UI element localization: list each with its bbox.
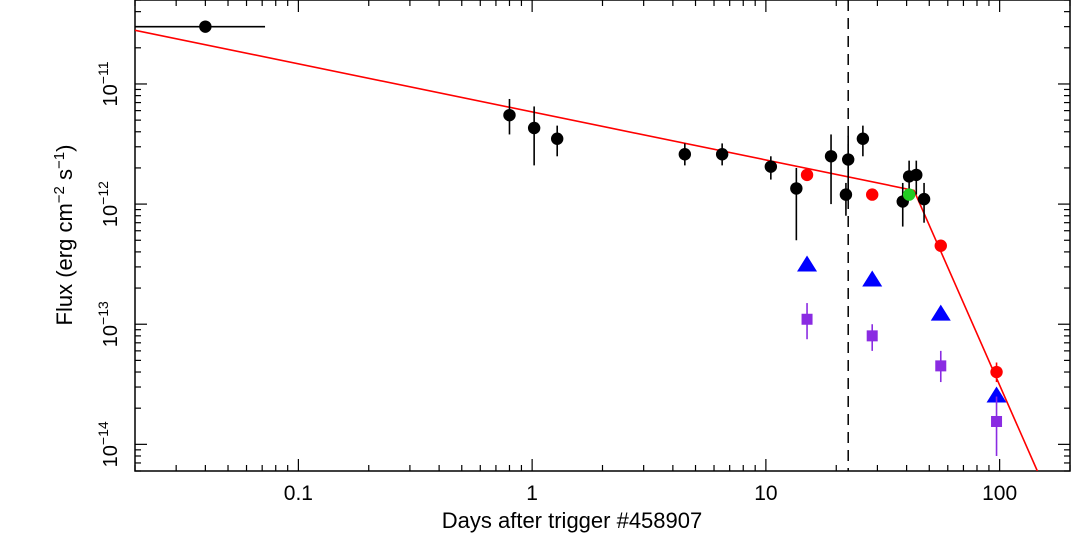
data-point bbox=[866, 188, 879, 201]
data-point bbox=[934, 239, 947, 252]
model-fit-line bbox=[135, 29, 1039, 471]
data-point bbox=[991, 415, 1003, 427]
data-point bbox=[986, 386, 1007, 403]
data-point bbox=[764, 160, 778, 173]
data-point bbox=[935, 360, 947, 372]
y-tick-label: 10−13 bbox=[95, 301, 122, 347]
x-tick-label: 1 bbox=[526, 482, 538, 505]
data-point bbox=[527, 121, 541, 135]
data-point bbox=[790, 182, 803, 195]
data-point bbox=[930, 304, 951, 321]
data-point bbox=[917, 192, 931, 206]
y-tick-label: 10−12 bbox=[95, 181, 122, 227]
data-point bbox=[678, 148, 692, 161]
data-point bbox=[715, 148, 729, 161]
x-axis-label: Days after trigger #458907 bbox=[442, 508, 703, 533]
y-tick-label: 10−11 bbox=[95, 61, 122, 106]
data-point bbox=[199, 20, 212, 33]
y-tick-label: 10−14 bbox=[95, 421, 122, 467]
data-point bbox=[866, 330, 878, 342]
data-point bbox=[856, 132, 870, 145]
data-point bbox=[801, 313, 813, 325]
data-point bbox=[550, 132, 564, 145]
data-point bbox=[503, 108, 516, 122]
data-point bbox=[910, 168, 923, 182]
axes: 0.1 1 10 100 10−14 10−13 10−12 10−11 bbox=[95, 0, 1071, 505]
data-point bbox=[797, 255, 818, 272]
data-point bbox=[824, 150, 838, 163]
plot-area bbox=[135, 0, 1039, 471]
x-tick-label: 10 bbox=[754, 482, 777, 505]
data-point bbox=[902, 188, 916, 201]
x-tick-label: 0.1 bbox=[284, 482, 313, 505]
data-point bbox=[800, 168, 814, 182]
data-point bbox=[990, 365, 1003, 379]
plot-frame bbox=[134, 0, 1071, 472]
data-point bbox=[862, 270, 883, 287]
data-point bbox=[839, 188, 853, 201]
y-axis-label: Flux (erg cm−2 s−1) bbox=[51, 145, 77, 326]
data-point bbox=[842, 153, 855, 166]
x-tick-label: 100 bbox=[982, 482, 1017, 505]
